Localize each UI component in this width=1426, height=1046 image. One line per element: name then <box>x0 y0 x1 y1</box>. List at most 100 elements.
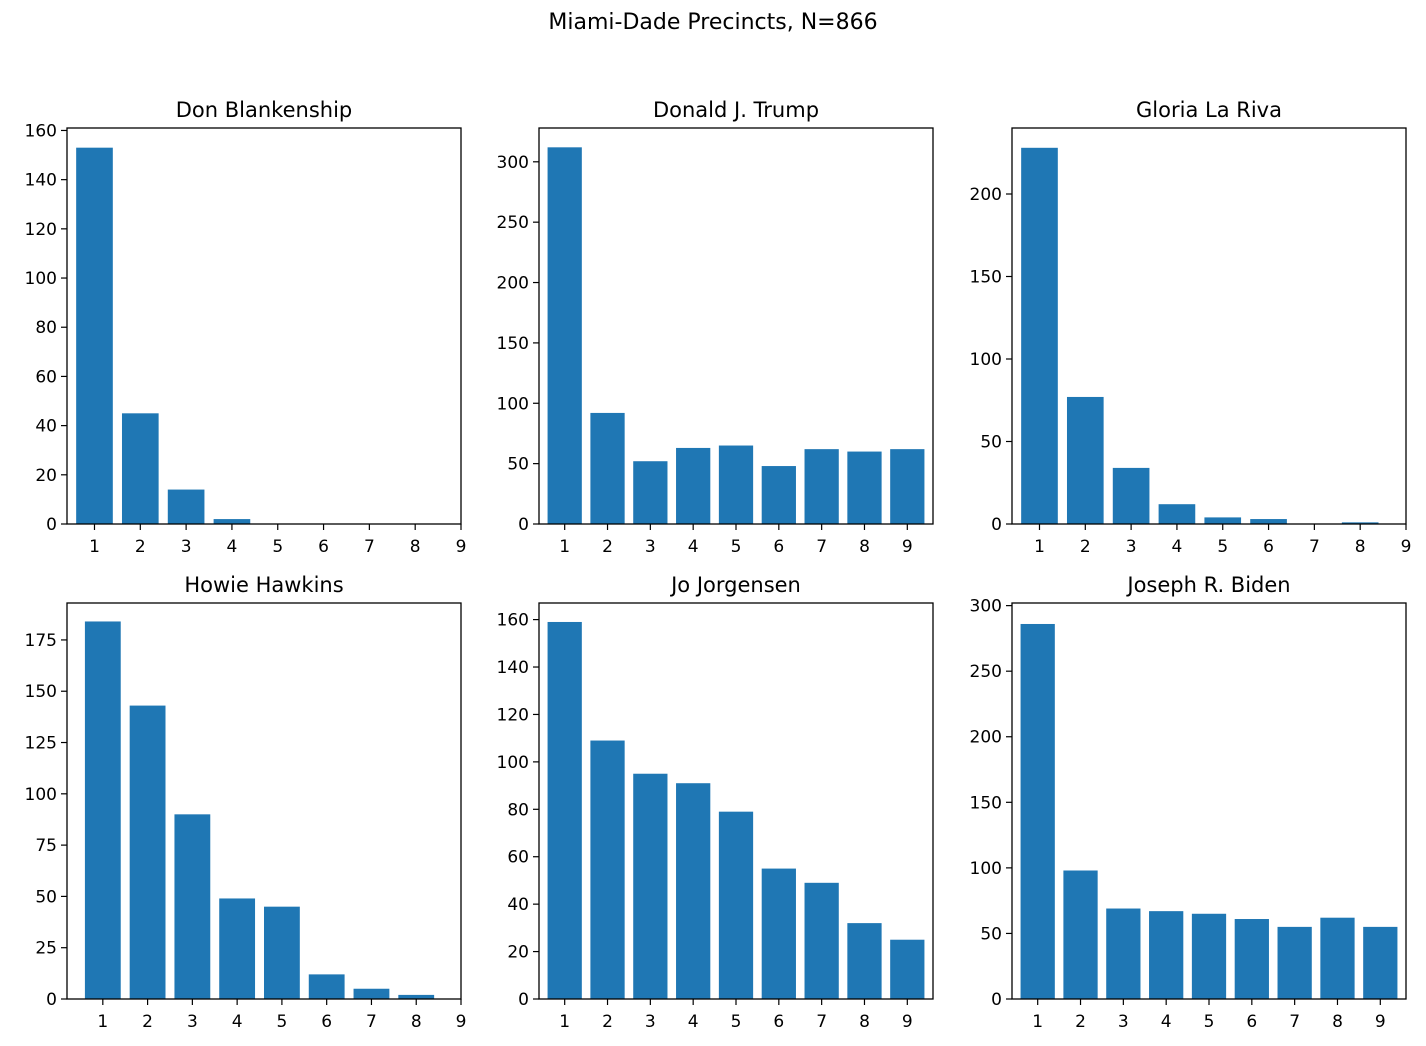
y-tick-label: 250 <box>970 662 1002 682</box>
x-tick-label: 4 <box>227 537 238 557</box>
bar <box>633 773 668 999</box>
x-tick-label: 1 <box>97 1012 108 1032</box>
bar <box>1234 919 1269 999</box>
x-tick-label: 1 <box>559 1012 570 1032</box>
subplot-3: 1 2 3 4 5 6 7 8 9 0 50 100 150 200 Gloria La Riva <box>970 98 1412 557</box>
bar <box>308 974 345 999</box>
bar <box>847 923 882 999</box>
bar <box>219 898 256 999</box>
subplot-title: Gloria La Riva <box>1136 98 1282 122</box>
x-tick-label: 3 <box>181 537 192 557</box>
bar <box>174 814 211 999</box>
x-tick-label: 6 <box>318 537 329 557</box>
x-tick-label: 2 <box>1075 1012 1086 1032</box>
bar <box>264 906 300 999</box>
x-tick-label: 4 <box>1172 537 1183 557</box>
bar <box>761 868 796 999</box>
x-tick-label: 6 <box>321 1012 332 1032</box>
y-tick-label: 160 <box>25 121 57 141</box>
bar <box>398 994 435 999</box>
y-tick-label: 300 <box>970 597 1002 617</box>
bar <box>676 783 711 999</box>
x-tick-label: 4 <box>232 1012 243 1032</box>
bar <box>1020 623 1055 999</box>
bar <box>1066 396 1104 524</box>
y-tick-label: 100 <box>497 394 529 414</box>
x-tick-label: 8 <box>1332 1012 1343 1032</box>
y-tick-label: 150 <box>25 682 57 702</box>
bar <box>1250 519 1287 524</box>
y-tick-label: 60 <box>507 848 529 868</box>
x-tick-label: 7 <box>816 1012 827 1032</box>
y-tick-label: 120 <box>25 220 57 240</box>
y-tick-label: 0 <box>46 990 57 1010</box>
y-tick-label: 100 <box>497 753 529 773</box>
y-tick-label: 50 <box>980 924 1002 944</box>
x-tick-label: 8 <box>1355 537 1366 557</box>
subplot-title: Joseph R. Biden <box>1125 573 1290 597</box>
bar <box>1204 517 1242 524</box>
x-tick-label: 5 <box>272 537 283 557</box>
bar <box>676 447 711 524</box>
y-tick-label: 0 <box>518 515 529 535</box>
y-tick-label: 60 <box>35 367 57 387</box>
bar <box>167 489 205 524</box>
subplot-title: Jo Jorgensen <box>669 573 801 597</box>
x-tick-label: 7 <box>364 537 375 557</box>
x-tick-label: 9 <box>1375 1012 1386 1032</box>
x-tick-label: 6 <box>1263 537 1274 557</box>
bar <box>1112 467 1150 524</box>
x-tick-label: 1 <box>1034 537 1045 557</box>
y-tick-label: 0 <box>518 990 529 1010</box>
bar <box>761 466 796 524</box>
figure-title: Miami-Dade Precincts, N=866 <box>548 10 878 35</box>
bar <box>847 451 882 524</box>
y-tick-label: 120 <box>497 705 529 725</box>
bar <box>590 740 625 999</box>
bar <box>547 147 582 524</box>
y-tick-label: 125 <box>25 734 57 754</box>
y-tick-label: 100 <box>25 785 57 805</box>
bar <box>1363 926 1398 999</box>
y-tick-label: 300 <box>497 153 529 173</box>
y-tick-label: 100 <box>25 269 57 289</box>
y-tick-label: 20 <box>35 466 57 486</box>
y-tick-label: 140 <box>497 658 529 678</box>
bar <box>1320 917 1355 999</box>
x-tick-label: 6 <box>1246 1012 1257 1032</box>
axes-frame <box>66 127 462 525</box>
x-tick-label: 2 <box>602 1012 613 1032</box>
subplot-5: 1 2 3 4 5 6 7 8 9 0 20 40 60 80 100 120 140 160 Jo Jorgens… <box>497 573 934 1032</box>
x-tick-label: 5 <box>731 1012 742 1032</box>
x-tick-label: 9 <box>456 537 467 557</box>
bar <box>547 621 582 999</box>
x-tick-label: 7 <box>1289 1012 1300 1032</box>
x-tick-label: 4 <box>688 1012 699 1032</box>
x-tick-label: 1 <box>89 537 100 557</box>
x-tick-label: 1 <box>1032 1012 1043 1032</box>
y-tick-label: 150 <box>970 268 1002 288</box>
y-tick-label: 200 <box>970 728 1002 748</box>
bar <box>1158 504 1196 524</box>
x-tick-label: 8 <box>411 1012 422 1032</box>
y-tick-label: 200 <box>497 274 529 294</box>
y-tick-label: 150 <box>497 334 529 354</box>
subplot-title: Howie Hawkins <box>184 573 343 597</box>
x-tick-label: 7 <box>816 537 827 557</box>
y-tick-label: 25 <box>35 939 57 959</box>
bar <box>890 939 925 999</box>
x-tick-label: 8 <box>859 1012 870 1032</box>
x-tick-label: 8 <box>859 537 870 557</box>
bar <box>1063 870 1098 999</box>
bar <box>804 449 839 524</box>
bar <box>129 705 166 999</box>
bar <box>1341 522 1379 524</box>
x-tick-label: 9 <box>902 537 913 557</box>
x-tick-label: 3 <box>187 1012 198 1032</box>
bar <box>213 519 251 524</box>
subplot-title: Donald J. Trump <box>653 98 819 122</box>
y-tick-label: 50 <box>35 887 57 907</box>
x-tick-label: 7 <box>366 1012 377 1032</box>
y-tick-label: 0 <box>991 515 1002 535</box>
